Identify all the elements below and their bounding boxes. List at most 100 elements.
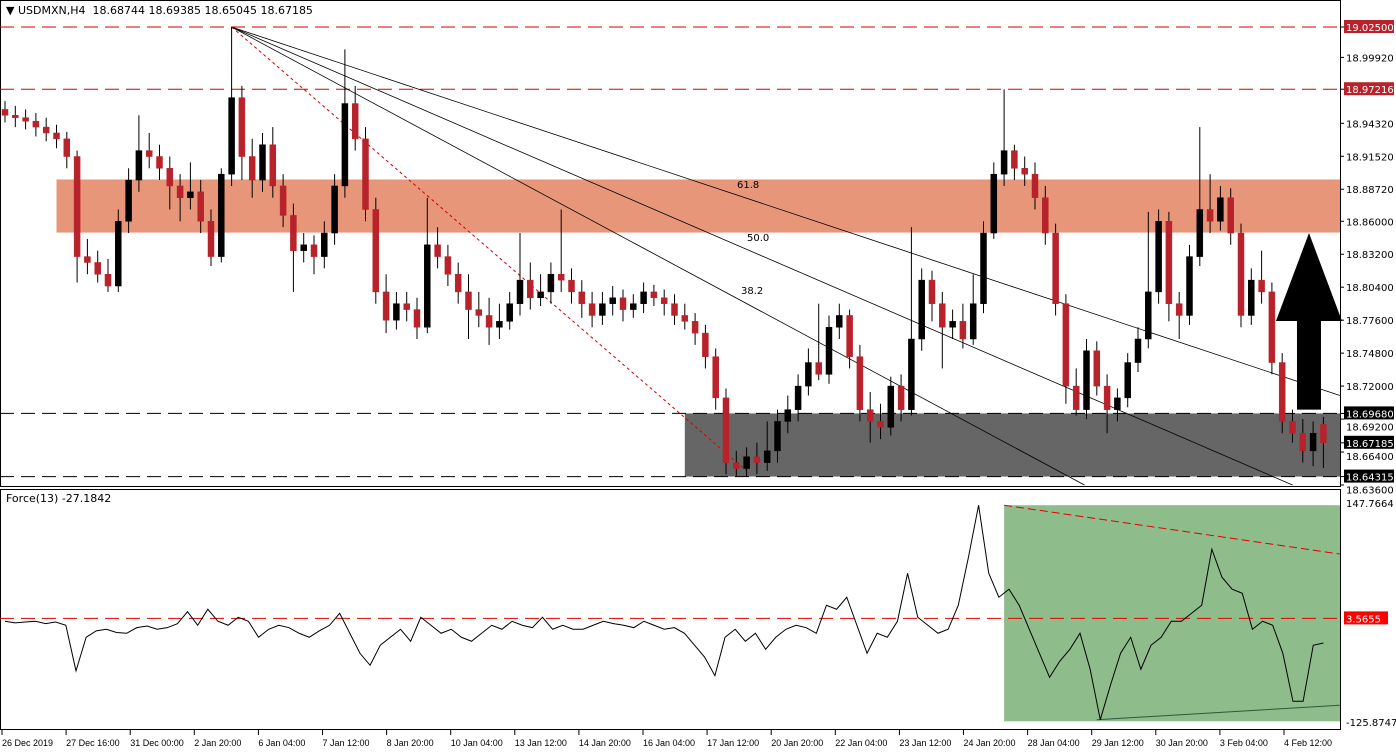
candle bbox=[897, 385, 905, 410]
candle bbox=[63, 138, 71, 157]
price-tick-label: 18.69680 bbox=[1346, 409, 1394, 420]
candle bbox=[321, 232, 328, 257]
candle bbox=[609, 297, 616, 304]
candle bbox=[1134, 338, 1142, 363]
candle bbox=[362, 138, 369, 210]
candle bbox=[836, 315, 843, 328]
candle bbox=[516, 279, 524, 304]
candle bbox=[784, 409, 792, 422]
time-tick-label: 6 Jan 04:00 bbox=[258, 738, 305, 748]
candle bbox=[1031, 173, 1039, 198]
candle bbox=[279, 185, 287, 216]
time-tick-label: 13 Jan 12:00 bbox=[515, 738, 567, 748]
time-tick-label: 14 Jan 20:00 bbox=[579, 738, 631, 748]
candle bbox=[1299, 432, 1307, 452]
price-tick-label: 18.66400 bbox=[1346, 452, 1394, 463]
time-tick-label: 16 Jan 04:00 bbox=[643, 738, 695, 748]
candle bbox=[115, 221, 122, 287]
candle bbox=[290, 215, 297, 251]
candle bbox=[372, 209, 380, 293]
candle bbox=[1052, 232, 1059, 304]
candle bbox=[722, 397, 730, 463]
candle bbox=[805, 362, 812, 387]
candle bbox=[1, 109, 9, 116]
candle bbox=[1206, 209, 1214, 222]
candle bbox=[506, 303, 513, 322]
candle bbox=[207, 221, 215, 257]
candle bbox=[228, 97, 235, 175]
candle bbox=[794, 385, 802, 410]
candle bbox=[1124, 362, 1131, 399]
trend-line-dotted bbox=[231, 26, 747, 472]
candle bbox=[1320, 424, 1327, 444]
candle bbox=[1196, 209, 1204, 257]
candle bbox=[691, 321, 699, 334]
price-tick-label: 18.72000 bbox=[1346, 382, 1394, 393]
candle bbox=[424, 244, 431, 328]
candle bbox=[1011, 150, 1018, 169]
price-tick-label: 18.83200 bbox=[1346, 250, 1394, 261]
candle bbox=[1072, 385, 1080, 410]
candle bbox=[908, 338, 915, 410]
force-panel-frame bbox=[0, 489, 1341, 730]
candle bbox=[599, 303, 606, 316]
candle bbox=[918, 279, 925, 340]
candle bbox=[815, 362, 822, 375]
candle bbox=[1062, 303, 1070, 387]
candle bbox=[1103, 385, 1111, 410]
time-tick-label: 27 Dec 16:00 bbox=[66, 738, 120, 748]
candle bbox=[259, 144, 266, 181]
candle bbox=[630, 303, 637, 310]
time-tick-label: 28 Jan 04:00 bbox=[1028, 738, 1080, 748]
candle bbox=[454, 273, 462, 293]
candle bbox=[702, 332, 709, 357]
candle bbox=[825, 326, 833, 375]
candle bbox=[980, 232, 987, 304]
candle bbox=[753, 456, 761, 463]
candle bbox=[1217, 197, 1224, 222]
candle bbox=[1278, 362, 1286, 422]
price-tick-label: 18.64315 bbox=[1346, 473, 1394, 484]
fib-fan-label: 38.2 bbox=[741, 286, 763, 297]
candle bbox=[588, 303, 596, 316]
time-tick-label: 10 Jan 04:00 bbox=[451, 738, 503, 748]
time-tick-label: 23 Jan 12:00 bbox=[899, 738, 951, 748]
candle bbox=[1175, 303, 1183, 316]
time-tick-label: 20 Jan 20:00 bbox=[771, 738, 823, 748]
candle bbox=[331, 185, 338, 234]
time-tick-label: 22 Jan 04:00 bbox=[835, 738, 887, 748]
candle bbox=[351, 103, 359, 140]
candle bbox=[537, 291, 544, 299]
candle bbox=[42, 126, 50, 134]
candle bbox=[269, 144, 277, 187]
candle bbox=[53, 132, 60, 140]
candle bbox=[1268, 291, 1276, 363]
candle bbox=[176, 185, 184, 198]
candle bbox=[1000, 150, 1008, 175]
time-tick-label: 30 Jan 20:00 bbox=[1156, 738, 1208, 748]
chart-header: ▼ USDMXN,H4 18.68744 18.69385 18.65045 1… bbox=[6, 4, 313, 17]
time-tick-label: 7 Jan 12:00 bbox=[323, 738, 370, 748]
candle bbox=[681, 315, 689, 322]
candle bbox=[743, 456, 750, 469]
price-tick-label: 18.77600 bbox=[1346, 316, 1394, 327]
up-arrow-icon bbox=[1275, 233, 1342, 410]
candle bbox=[1155, 221, 1162, 293]
candles bbox=[1, 27, 1327, 477]
candle bbox=[557, 273, 565, 281]
price-tick-label: 18.74800 bbox=[1346, 349, 1394, 360]
candle bbox=[403, 303, 410, 310]
price-tick-label: 18.67185 bbox=[1346, 439, 1394, 450]
price-tick-label: 18.86000 bbox=[1346, 217, 1394, 228]
candle bbox=[73, 156, 81, 257]
candle bbox=[104, 273, 112, 287]
force-indicator-label: Force(13) -27.1842 bbox=[6, 492, 112, 505]
force-level-label-bg bbox=[1344, 611, 1388, 625]
candle bbox=[1237, 232, 1245, 316]
candle bbox=[969, 303, 977, 340]
fib-fan-line-38.2 bbox=[231, 26, 1085, 486]
fib-fan-line-61.8 bbox=[231, 26, 1341, 396]
collapse-triangle-icon[interactable]: ▼ bbox=[6, 4, 18, 17]
price-label-bg bbox=[1344, 406, 1394, 420]
